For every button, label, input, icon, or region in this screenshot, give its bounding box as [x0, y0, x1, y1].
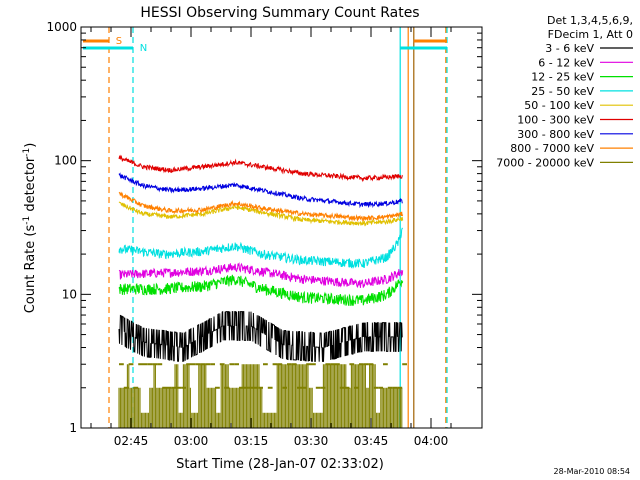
legend-label: 7000 - 20000 keV — [496, 156, 594, 169]
flag-label: N — [140, 43, 147, 54]
y-label-sup: -1 — [22, 148, 32, 157]
y-label-part: ) — [23, 143, 38, 148]
y-axis-label: Count Rate (s-1 detector-1) — [22, 143, 38, 314]
x-axis: 02:45 03:00 03:15 03:30 03:45 04:00 — [90, 27, 452, 448]
footer-timestamp: 28-Mar-2010 08:54 — [553, 467, 631, 476]
legend-label: 3 - 6 keV — [545, 42, 594, 55]
x-tick-label: 04:00 — [414, 434, 449, 448]
series-line — [118, 191, 404, 222]
series-line — [118, 310, 403, 362]
series-line — [118, 261, 404, 288]
legend-label: 25 - 50 keV — [531, 85, 594, 98]
y-label-part: detector — [23, 156, 38, 216]
y-tick-label: 1 — [69, 421, 77, 435]
legend-label: 50 - 100 keV — [524, 99, 594, 112]
series-line — [118, 201, 404, 227]
legend: Det 1,3,4,5,6,9, FDecim 1, Att 0 3 - 6 k… — [496, 14, 633, 169]
x-tick-label: 03:15 — [234, 434, 269, 448]
x-tick-label: 03:30 — [294, 434, 329, 448]
y-tick-label: 100 — [54, 154, 77, 168]
x-tick-label: 03:00 — [174, 434, 209, 448]
legend-label: 100 - 300 keV — [517, 114, 594, 127]
y-axis: 1 10 100 1000 — [46, 20, 482, 435]
legend-label: 12 - 25 keV — [531, 71, 594, 84]
legend-label: 800 - 7000 keV — [510, 142, 594, 155]
y-tick-label: 1000 — [46, 20, 77, 34]
series-line — [118, 227, 404, 269]
flag-markers: SN — [83, 27, 448, 428]
series-line — [118, 363, 407, 428]
plot-frame — [80, 26, 483, 429]
y-tick-label: 10 — [62, 287, 77, 301]
series-line — [118, 154, 404, 183]
series-line — [118, 274, 404, 306]
series-line — [118, 172, 403, 209]
x-axis-label: Start Time (28-Jan-07 02:33:02) — [176, 457, 384, 472]
chart-title: HESSI Observing Summary Count Rates — [140, 5, 419, 21]
flag-label: S — [116, 36, 122, 47]
x-tick-label: 02:45 — [114, 434, 149, 448]
legend-label: 300 - 800 keV — [517, 128, 594, 141]
legend-header: Det 1,3,4,5,6,9, — [547, 14, 633, 27]
x-tick-label: 03:45 — [354, 434, 389, 448]
y-label-sup: -1 — [22, 216, 32, 225]
series-group — [118, 154, 407, 428]
legend-label: 6 - 12 keV — [538, 56, 594, 69]
y-label-part: Count Rate (s — [23, 225, 38, 314]
legend-header: FDecim 1, Att 0 — [548, 28, 633, 41]
